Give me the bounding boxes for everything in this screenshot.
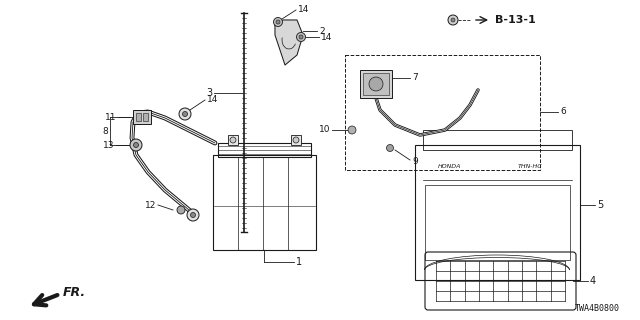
Bar — [228, 135, 238, 145]
Text: HONDA: HONDA — [438, 164, 461, 170]
Bar — [218, 143, 311, 157]
Text: 10: 10 — [319, 125, 330, 134]
Bar — [133, 110, 151, 124]
Circle shape — [177, 206, 185, 214]
Text: 3: 3 — [206, 88, 212, 98]
Text: FR.: FR. — [63, 285, 86, 299]
Text: 14: 14 — [207, 94, 218, 103]
Text: 14: 14 — [298, 4, 309, 13]
Text: B-13-1: B-13-1 — [495, 15, 536, 25]
Bar — [415, 145, 580, 280]
Text: 14: 14 — [321, 33, 332, 42]
Bar — [360, 70, 392, 98]
Text: 1: 1 — [296, 257, 302, 267]
Bar — [423, 130, 572, 150]
Circle shape — [191, 212, 195, 218]
Text: 13: 13 — [102, 140, 114, 149]
Text: 2: 2 — [319, 27, 324, 36]
Text: 12: 12 — [145, 201, 156, 210]
Polygon shape — [275, 20, 303, 65]
Text: 8: 8 — [102, 126, 108, 135]
Bar — [345, 55, 540, 170]
Circle shape — [276, 20, 280, 24]
Circle shape — [369, 77, 383, 91]
Circle shape — [179, 108, 191, 120]
Circle shape — [387, 145, 394, 151]
Circle shape — [182, 111, 188, 116]
Circle shape — [299, 35, 303, 39]
Text: 7: 7 — [412, 74, 418, 83]
Circle shape — [273, 18, 282, 27]
Circle shape — [230, 137, 236, 143]
Circle shape — [134, 142, 138, 148]
Bar — [143, 113, 148, 121]
Text: 5: 5 — [597, 200, 604, 210]
Circle shape — [448, 15, 458, 25]
Bar — [291, 135, 301, 145]
Text: 6: 6 — [560, 108, 566, 116]
Text: 9: 9 — [412, 157, 418, 166]
Circle shape — [348, 126, 356, 134]
Circle shape — [296, 33, 305, 42]
Text: THN-HC: THN-HC — [518, 164, 542, 170]
Circle shape — [293, 137, 299, 143]
Circle shape — [451, 18, 455, 22]
Bar — [213, 155, 316, 250]
Bar — [363, 73, 389, 95]
Text: 4: 4 — [590, 276, 596, 286]
Text: TWA4B0800: TWA4B0800 — [575, 304, 620, 313]
Text: 11: 11 — [104, 113, 116, 122]
Bar — [425, 185, 570, 260]
Circle shape — [130, 139, 142, 151]
Bar — [136, 113, 141, 121]
Circle shape — [187, 209, 199, 221]
